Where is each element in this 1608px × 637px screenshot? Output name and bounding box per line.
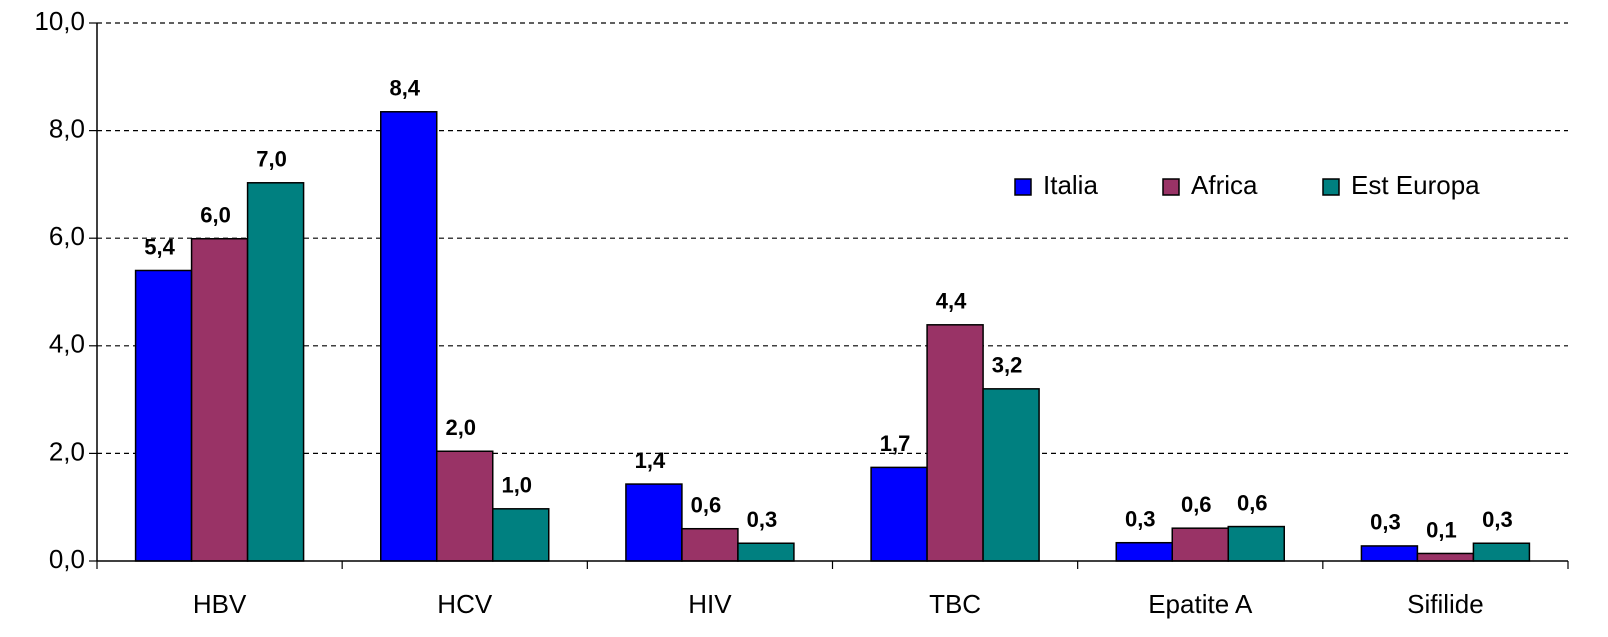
y-tick-label: 0,0 bbox=[49, 544, 85, 574]
value-label: 8,4 bbox=[389, 76, 420, 101]
value-label: 1,4 bbox=[635, 448, 666, 473]
bar bbox=[1416, 552, 1475, 562]
bar bbox=[1171, 527, 1229, 562]
value-label: 3,2 bbox=[992, 353, 1023, 378]
bar bbox=[1115, 541, 1173, 562]
legend-label: Est Europa bbox=[1351, 170, 1480, 200]
bar bbox=[190, 237, 249, 562]
bar bbox=[625, 483, 683, 562]
y-tick-label: 2,0 bbox=[49, 436, 85, 466]
y-tick-label: 4,0 bbox=[49, 329, 85, 359]
legend-swatch bbox=[1322, 178, 1340, 196]
x-tick-label: Sifilide bbox=[1407, 589, 1484, 619]
legend-label: Africa bbox=[1191, 170, 1258, 200]
value-label: 1,0 bbox=[501, 473, 532, 498]
bar bbox=[681, 527, 739, 562]
value-label: 5,4 bbox=[144, 234, 175, 259]
bar bbox=[380, 111, 438, 562]
value-label: 0,6 bbox=[1237, 490, 1268, 515]
x-tick-label: HCV bbox=[437, 589, 493, 619]
y-tick-label: 6,0 bbox=[49, 221, 85, 251]
bar bbox=[926, 324, 984, 562]
legend-swatch bbox=[1014, 178, 1032, 196]
legend-swatch bbox=[1162, 178, 1180, 196]
value-label: 6,0 bbox=[200, 203, 231, 228]
bar bbox=[737, 542, 795, 562]
x-tick-label: HBV bbox=[193, 589, 247, 619]
y-tick-label: 8,0 bbox=[49, 113, 85, 143]
value-label: 7,0 bbox=[256, 147, 287, 172]
value-label: 1,7 bbox=[880, 431, 911, 456]
x-tick-label: TBC bbox=[929, 589, 981, 619]
bar bbox=[436, 450, 494, 562]
bar bbox=[1472, 542, 1531, 562]
bar bbox=[982, 388, 1040, 562]
value-label: 0,6 bbox=[691, 493, 722, 518]
bar bbox=[1360, 545, 1419, 562]
value-label: 0,6 bbox=[1181, 492, 1212, 517]
value-label: 0,3 bbox=[1125, 507, 1156, 532]
x-tick-label: Epatite A bbox=[1148, 589, 1253, 619]
y-tick-label: 10,0 bbox=[34, 6, 85, 36]
bar bbox=[492, 508, 550, 562]
legend-label: Italia bbox=[1043, 170, 1098, 200]
value-label: 4,4 bbox=[936, 289, 967, 314]
bar bbox=[246, 182, 305, 562]
bar bbox=[870, 466, 928, 562]
x-tick-label: HIV bbox=[688, 589, 732, 619]
value-label: 2,0 bbox=[445, 415, 476, 440]
value-label: 0,3 bbox=[1370, 510, 1401, 535]
bar bbox=[134, 269, 193, 562]
value-label: 0,3 bbox=[1482, 507, 1513, 532]
value-label: 0,3 bbox=[747, 507, 778, 532]
value-label: 0,1 bbox=[1426, 517, 1457, 542]
bar bbox=[1227, 525, 1285, 562]
